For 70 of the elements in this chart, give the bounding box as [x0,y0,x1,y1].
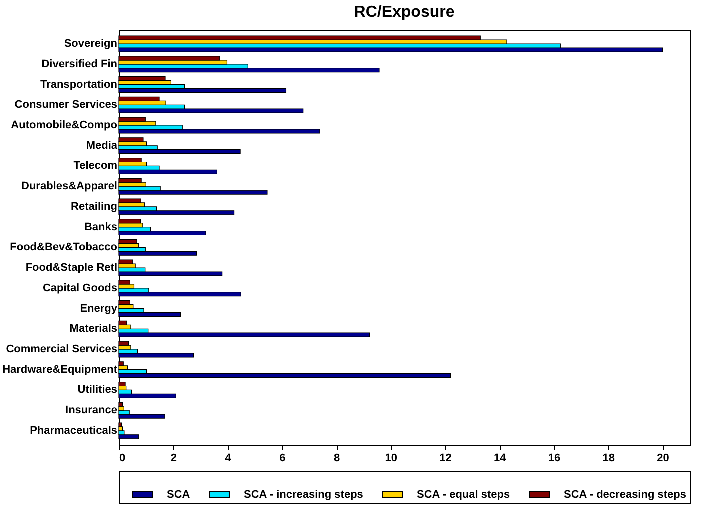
y-tick-label: Insurance [66,404,118,417]
bar [118,88,287,94]
chart-title: RC/Exposure [354,4,455,21]
bar [118,260,134,264]
bar [118,230,206,236]
y-tick-label: Consumer Services [14,99,118,112]
y-tick-label: Retailing [71,200,118,213]
bar [118,394,176,398]
bar [118,198,142,204]
bar [118,272,223,276]
x-tick-label: 0 [120,452,126,464]
x-tick-label: 10 [385,452,398,464]
bar [118,108,304,114]
bar [118,341,130,346]
legend-label: SCA - decreasing steps [564,488,686,501]
bar [118,129,320,134]
bar [118,239,138,244]
y-tick-label: Food&Staple Retl [26,262,118,274]
bar [118,426,124,432]
x-tick-label: 20 [657,452,670,464]
x-tick-label: 4 [225,452,232,464]
bar [118,292,242,297]
bar [118,48,664,52]
y-tick-label: Utilities [78,384,118,396]
bar [118,190,268,195]
y-tick-label: Automobile&Compo [11,120,118,132]
x-tick-label: 14 [494,452,508,464]
y-tick-label: Telecom [74,160,118,172]
y-tick-label: Materials [70,323,118,336]
y-tick-label: Durables&Apparel [22,180,118,193]
bar [118,251,198,256]
y-tick-label: Diversified Fin [42,58,118,70]
x-tick-label: 18 [602,452,616,464]
bar [118,280,130,285]
bar [118,170,218,174]
bar [118,362,124,366]
bar [118,300,130,306]
x-tick-label: 8 [334,452,340,464]
x-tick-label: 6 [280,452,286,464]
bar [118,219,142,224]
y-tick-label: Food&Bev&Tobacco [10,242,118,254]
y-tick-label: Pharmaceuticals [30,424,118,437]
y-tick-label: Energy [80,302,118,315]
bar [118,210,235,216]
bar [118,422,122,428]
y-tick-label: Commercial Services [6,343,118,356]
y-tick-label: Media [86,140,118,152]
y-tick-label: Capital Goods [42,282,118,294]
bar [118,353,194,358]
x-tick-label: 2 [170,452,177,464]
y-tick-label: Transportation [40,78,118,91]
bar [118,402,124,407]
bar [118,68,380,73]
x-tick-label: 16 [548,452,561,464]
bar [118,332,370,338]
legend-label: SCA - equal steps [417,488,510,501]
y-tick-label: Banks [84,221,118,234]
bar [118,138,144,142]
legend-label: SCA - increasing steps [244,488,364,501]
bar [118,414,166,419]
bar [118,434,140,440]
bar [118,312,182,318]
y-tick-label: Hardware&Equipment [2,364,118,376]
x-tick-label: 12 [440,452,452,464]
legend-label: SCA [167,488,190,501]
y-tick-label: Sovereign [64,38,118,50]
bar [118,382,126,387]
bar [118,374,452,378]
bar [118,150,241,154]
bar [118,320,128,326]
